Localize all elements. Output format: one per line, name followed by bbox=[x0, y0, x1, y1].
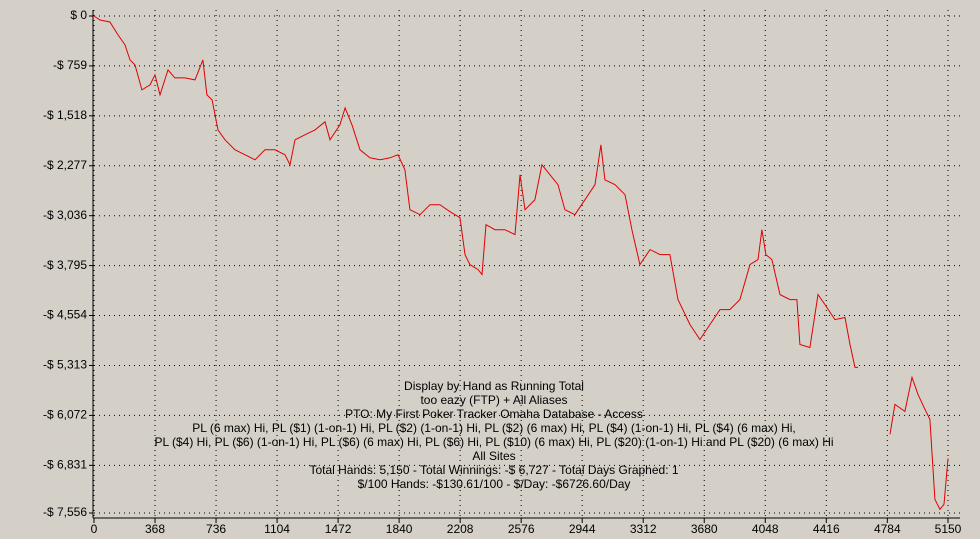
x-tick-label: 3312 bbox=[630, 522, 657, 536]
x-tick-label: 736 bbox=[206, 522, 226, 536]
annotation: Total Hands: 5,150 - Total Winnings: -$ … bbox=[309, 463, 678, 477]
x-tick-label: 4048 bbox=[752, 522, 779, 536]
annotation: Display by Hand as Running Total bbox=[404, 379, 584, 393]
x-tick-label: 2208 bbox=[447, 522, 474, 536]
x-tick-label: 1104 bbox=[264, 522, 290, 536]
y-tick-label: -$ 3,036 bbox=[43, 208, 87, 222]
y-tick-label: $ 0 bbox=[70, 8, 87, 22]
y-tick-label: -$ 7,556 bbox=[43, 505, 87, 519]
x-tick-label: 4784 bbox=[874, 522, 901, 536]
x-tick-label: 3680 bbox=[691, 522, 718, 536]
annotation: PL ($4) Hi, PL ($6) (1-on-1) Hi, PL ($6)… bbox=[154, 435, 833, 449]
y-tick-label: -$ 3,795 bbox=[43, 258, 87, 272]
x-tick-label: 4416 bbox=[813, 522, 840, 536]
x-tick-label: 368 bbox=[145, 522, 165, 536]
x-tick-label: 1472 bbox=[325, 522, 352, 536]
annotation: PL (6 max) Hi, PL ($1) (1-on-1) Hi, PL (… bbox=[192, 421, 796, 435]
y-tick-label: -$ 2,277 bbox=[43, 158, 87, 172]
annotation: All Sites bbox=[472, 449, 515, 463]
annotation: $/100 Hands: -$130.61/100 - $/Day: -$672… bbox=[358, 477, 631, 491]
x-tick-label: 2576 bbox=[508, 522, 535, 536]
y-tick-label: -$ 5,313 bbox=[43, 358, 87, 372]
y-tick-label: -$ 6,831 bbox=[43, 457, 87, 471]
y-tick-label: -$ 759 bbox=[53, 58, 87, 72]
annotation: PTO: My First Poker Tracker Omaha Databa… bbox=[345, 407, 643, 421]
x-tick-label: 2944 bbox=[569, 522, 596, 536]
annotation: too eazy (FTP) + All Aliases bbox=[420, 393, 567, 407]
x-tick-label: 0 bbox=[91, 522, 98, 536]
x-tick-label: 5150 bbox=[935, 522, 962, 536]
y-tick-label: -$ 4,554 bbox=[43, 308, 87, 322]
y-tick-label: -$ 6,072 bbox=[43, 408, 87, 422]
y-tick-label: -$ 1,518 bbox=[43, 108, 87, 122]
data-line bbox=[93, 15, 949, 511]
x-tick-label: 1840 bbox=[386, 522, 413, 536]
